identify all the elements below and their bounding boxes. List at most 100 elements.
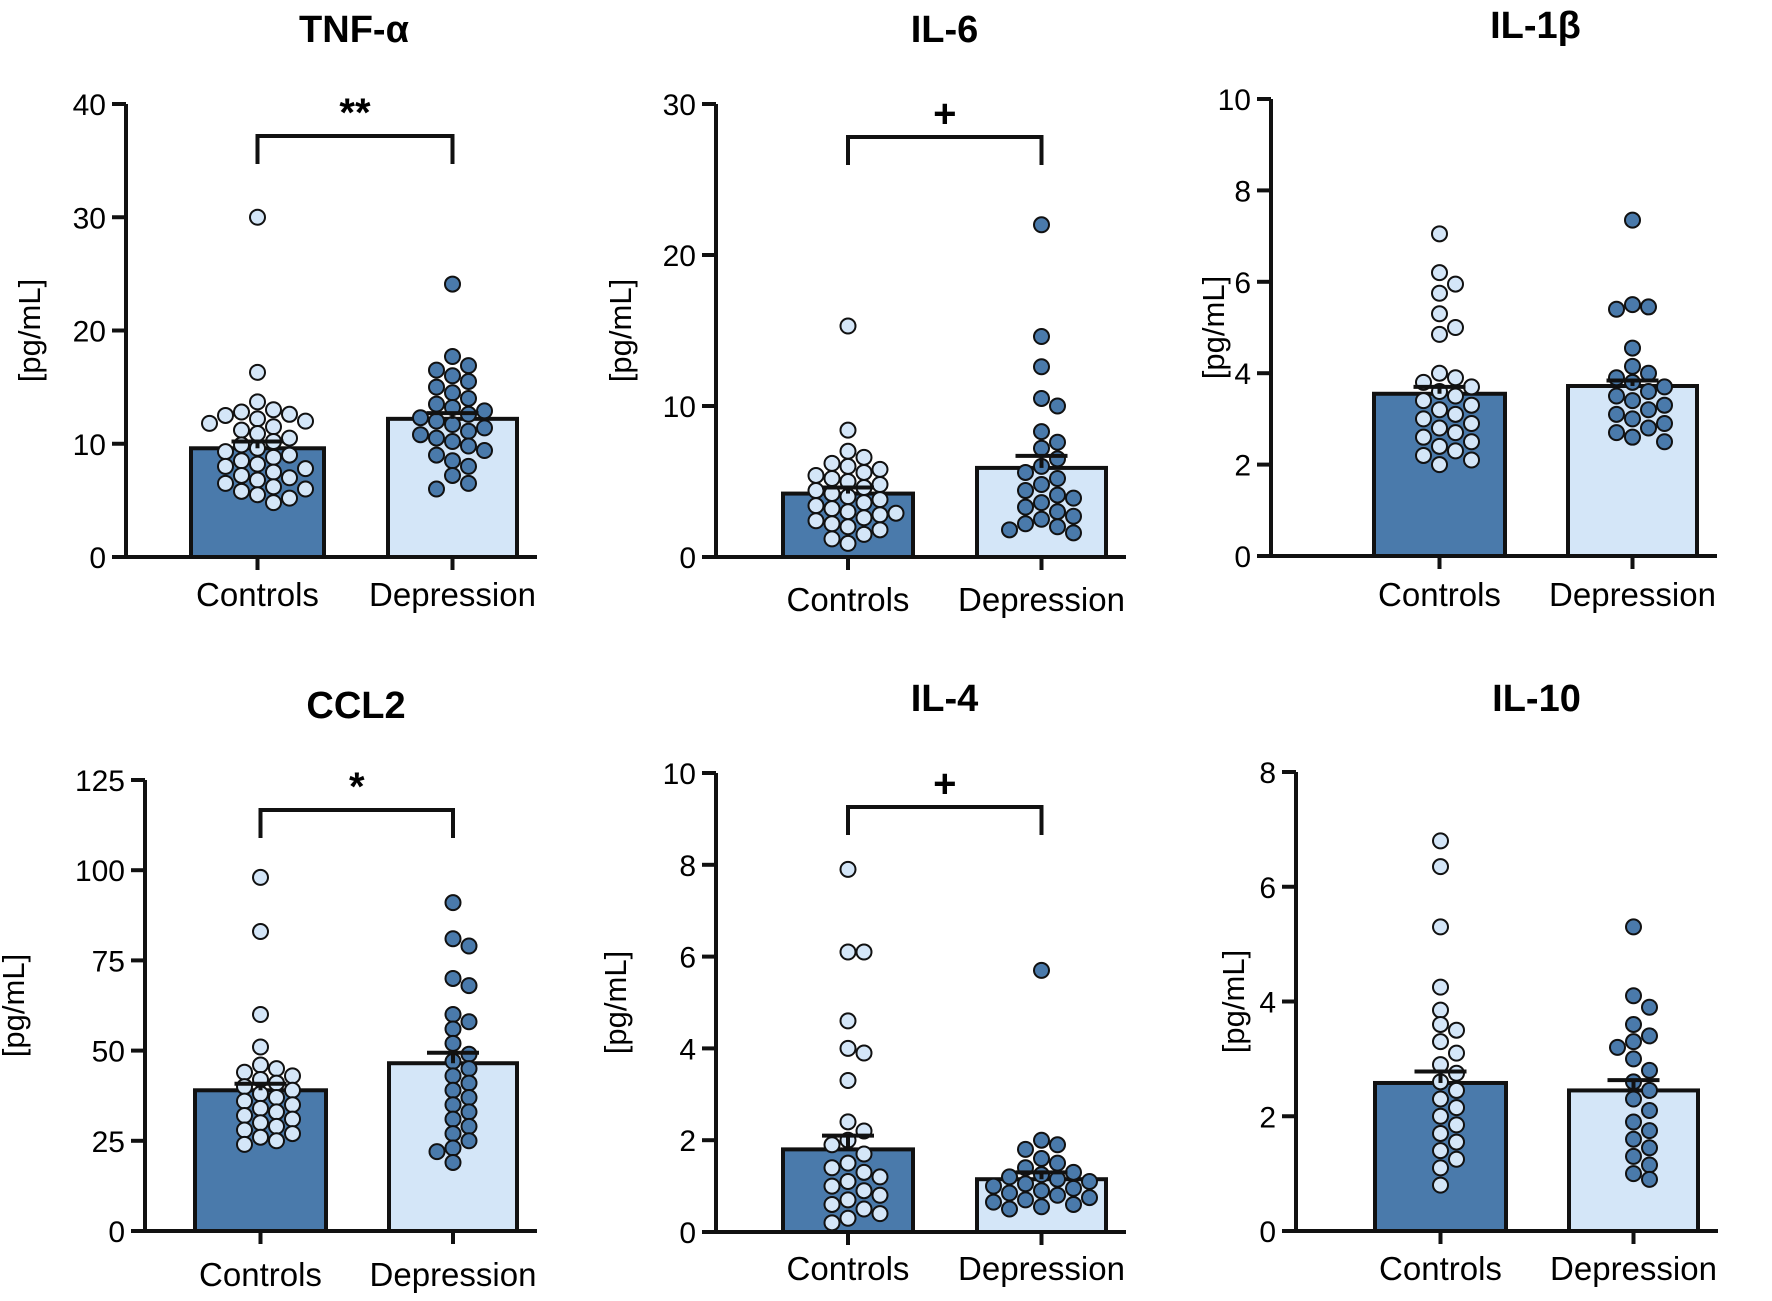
data-point xyxy=(855,509,873,527)
data-point xyxy=(1001,1168,1018,1186)
data-point xyxy=(460,437,477,455)
data-point xyxy=(1641,1102,1658,1120)
data-point xyxy=(1432,978,1449,996)
data-point xyxy=(1624,410,1641,428)
data-point xyxy=(1049,1154,1066,1172)
data-point xyxy=(252,1056,269,1074)
y-axis-label: [pg/mL] xyxy=(1196,276,1231,379)
data-point xyxy=(428,480,445,498)
chart-title: IL-1β xyxy=(1490,5,1581,47)
data-point xyxy=(839,943,857,961)
data-point xyxy=(1641,1061,1658,1079)
data-point xyxy=(1017,1140,1034,1158)
data-point xyxy=(1017,1191,1034,1209)
data-point xyxy=(1033,476,1050,494)
data-point xyxy=(1033,1182,1050,1200)
data-point xyxy=(1049,1136,1066,1154)
data-point xyxy=(1065,524,1082,542)
data-point xyxy=(252,1099,269,1117)
data-point xyxy=(268,1132,285,1150)
category-label-depression: Depression xyxy=(1549,576,1716,613)
data-point xyxy=(1033,328,1050,346)
data-point xyxy=(1033,494,1050,512)
data-point xyxy=(1432,1124,1449,1142)
y-axis-label: [pg/mL] xyxy=(0,954,31,1057)
data-point xyxy=(1609,1038,1626,1056)
data-point xyxy=(1640,382,1657,400)
data-point xyxy=(233,482,250,500)
data-point xyxy=(249,471,266,489)
data-point xyxy=(460,1060,478,1078)
data-point xyxy=(839,1012,857,1030)
data-point xyxy=(855,1044,873,1062)
data-point xyxy=(1624,339,1641,357)
data-point xyxy=(1017,1175,1034,1193)
chart-title: CCL2 xyxy=(306,685,405,727)
data-point xyxy=(460,1103,478,1121)
data-point xyxy=(1033,439,1050,457)
data-point xyxy=(1432,832,1449,850)
data-point xyxy=(1608,405,1625,423)
data-point xyxy=(265,463,282,481)
significance-marker: + xyxy=(933,762,956,806)
data-point xyxy=(839,518,857,536)
data-point xyxy=(1640,298,1657,316)
category-label-controls: Controls xyxy=(199,1256,322,1293)
data-point xyxy=(871,1168,889,1186)
y-tick-label: 10 xyxy=(73,429,106,462)
data-point xyxy=(476,402,493,420)
data-point xyxy=(284,1067,301,1085)
data-point xyxy=(236,1121,253,1139)
category-label-controls: Controls xyxy=(787,1250,910,1287)
data-point xyxy=(444,1020,462,1038)
data-point xyxy=(1641,1027,1658,1045)
category-label-depression: Depression xyxy=(369,576,536,613)
data-point xyxy=(444,1139,462,1157)
data-point xyxy=(1432,1159,1449,1177)
data-point xyxy=(1641,1156,1658,1174)
data-point xyxy=(807,466,825,484)
data-point xyxy=(871,521,889,539)
data-point xyxy=(1049,397,1066,415)
chart-panel-4: CCL2 [pg/mL] 0 25 50 75 100 125 Controls Depressi… xyxy=(0,685,537,1293)
y-tick-label: 2 xyxy=(679,1125,696,1158)
data-point xyxy=(476,442,493,460)
data-point xyxy=(249,410,266,428)
data-point xyxy=(1033,216,1050,234)
data-point xyxy=(1625,918,1642,936)
data-point xyxy=(297,412,314,430)
data-point xyxy=(1608,369,1625,387)
data-point xyxy=(1625,987,1642,1005)
data-point xyxy=(807,497,825,515)
data-point xyxy=(236,1078,253,1096)
data-point xyxy=(1624,428,1641,446)
y-axis-label: [pg/mL] xyxy=(12,279,47,382)
data-point xyxy=(1625,1113,1642,1131)
data-point xyxy=(1463,396,1480,414)
data-point xyxy=(284,1096,301,1114)
data-point xyxy=(217,474,234,492)
y-axis-label: [pg/mL] xyxy=(603,279,638,382)
data-point xyxy=(1432,1015,1449,1033)
chart-panel-1: TNF-α [pg/mL] 0 10 20 30 40 Controls Depression *… xyxy=(12,9,537,613)
data-point xyxy=(1656,433,1673,451)
data-point xyxy=(265,478,282,496)
data-point xyxy=(839,1154,857,1172)
data-point xyxy=(1065,507,1082,525)
data-point xyxy=(839,317,857,335)
data-point xyxy=(1463,433,1480,451)
data-point xyxy=(855,1200,873,1218)
data-point xyxy=(1017,482,1034,500)
data-point xyxy=(444,384,461,402)
y-tick-label: 8 xyxy=(1259,757,1276,790)
data-point xyxy=(1641,1170,1658,1188)
data-point xyxy=(281,489,298,507)
chart-title: IL-10 xyxy=(1492,678,1581,720)
data-point xyxy=(268,1117,285,1135)
data-point xyxy=(871,476,889,494)
data-point xyxy=(460,1074,478,1092)
data-point xyxy=(1431,284,1448,302)
data-point xyxy=(839,421,857,439)
data-point xyxy=(1641,1122,1658,1140)
data-point xyxy=(1624,211,1641,229)
